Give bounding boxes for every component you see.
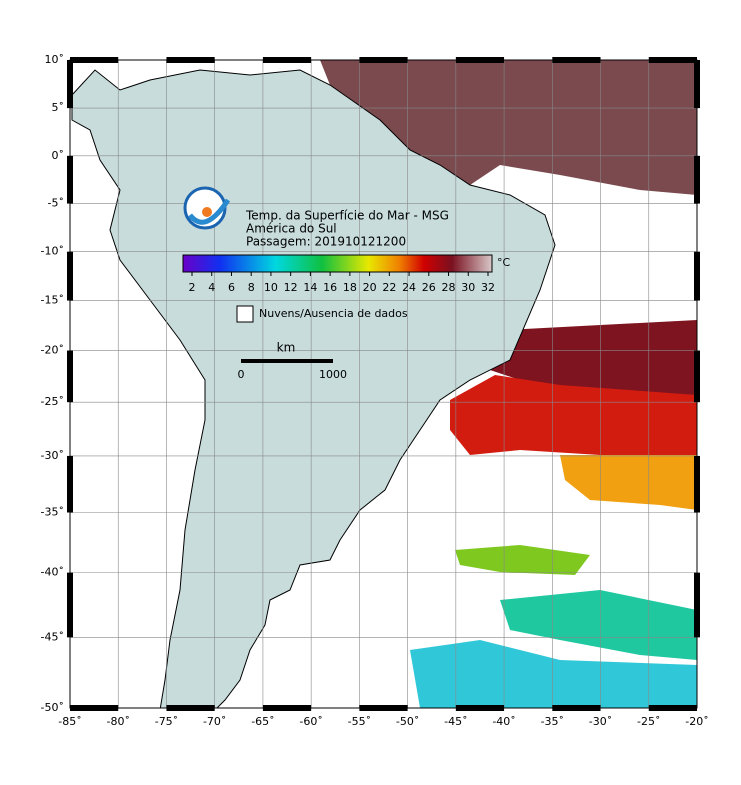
frame-bar [166,57,215,63]
lat-tick-label: -40˚ [41,566,64,579]
colorbar-tick-label: 32 [481,281,495,294]
frame-bar [67,251,73,301]
sst-cool [455,545,590,575]
sst-subtropical [490,320,697,400]
lat-tick-label: 10˚ [45,53,65,66]
lat-tick-label: -10˚ [41,245,64,258]
frame-bar [694,155,700,204]
frame-bar [648,57,697,63]
colorbar-tick-label: 8 [248,281,255,294]
sst-warm [450,375,697,460]
frame-bar [359,705,408,711]
lon-tick-label: -70˚ [203,715,226,728]
frame-bar [67,455,73,513]
sst-mild [560,455,697,510]
lon-tick-label: -75˚ [155,715,178,728]
frame-bar [648,705,697,711]
colorbar-tick-label: 26 [422,281,436,294]
colorbar-tick-label: 2 [189,281,196,294]
lat-tick-label: -30˚ [41,449,64,462]
lat-tick-label: -35˚ [41,505,64,518]
frame-bar [67,572,73,638]
lat-tick-label: -50˚ [41,701,64,714]
frame-bar [455,57,505,63]
sst-tropical [320,60,697,195]
legend-label: Nuvens/Ausencia de dados [259,307,408,320]
frame-bar [67,155,73,204]
map-area [70,60,697,708]
frame-bar [694,251,700,301]
colorbar-tick-label: 16 [323,281,337,294]
colorbar-tick-label: 10 [264,281,278,294]
lat-tick-label: -25˚ [41,395,64,408]
lon-tick-label: -85˚ [58,715,81,728]
lon-tick-label: -40˚ [492,715,515,728]
frame-bar [67,60,73,109]
lon-tick-label: -50˚ [396,715,419,728]
lon-tick-label: -60˚ [299,715,322,728]
frame-bar [262,705,312,711]
frame-bar [166,705,215,711]
frame-bar [694,350,700,403]
lon-tick-label: -30˚ [589,715,612,728]
scale-unit: km [277,341,296,355]
sst-colder [410,640,697,708]
colorbar-tick-label: 30 [461,281,475,294]
lat-tick-label: 0˚ [52,149,65,162]
colorbar-tick-label: 24 [402,281,416,294]
colorbar-tick-label: 4 [208,281,215,294]
frame-bar [70,57,119,63]
colorbar-tick-label: 18 [343,281,357,294]
lon-tick-label: -25˚ [637,715,660,728]
lat-tick-label: -5˚ [48,197,64,210]
scale-bar [241,359,333,363]
frame-bar [694,455,700,513]
colorbar [182,254,493,273]
sst-cold [500,590,697,660]
colorbar-tick-label: 14 [303,281,317,294]
frame-bar [552,57,601,63]
lat-tick-label: 5˚ [52,101,65,114]
frame-bar [455,705,505,711]
lat-tick-label: -20˚ [41,344,64,357]
frame-bar [552,705,601,711]
frame-bar [694,572,700,638]
colorbar-tick-label: 6 [228,281,235,294]
frame-bar [262,57,312,63]
lat-tick-label: -45˚ [41,630,64,643]
lon-tick-label: -45˚ [444,715,467,728]
subtitle-line: América do Sul [246,222,337,236]
lat-tick-label: -15˚ [41,294,64,307]
scale-label: 1000 [319,368,347,381]
legend-swatch [236,305,254,323]
colorbar-ticks: 2 4 6 8 10 12 14 16 18 20 22 24 26 28 30 32 [189,272,495,294]
pass-line: Passagem: 201910121200 [246,235,406,249]
frame-bar [70,705,119,711]
colorbar-tick-label: 20 [363,281,377,294]
frame-bar [359,57,408,63]
scale-label: 0 [238,368,245,381]
lon-tick-label: -65˚ [251,715,274,728]
colorbar-tick-label: 22 [382,281,396,294]
lon-tick-label: -55˚ [348,715,371,728]
frame-bar [694,60,700,109]
lon-tick-label: -20˚ [685,715,708,728]
colorbar-unit: °C [497,256,511,269]
land [71,69,556,708]
logo [183,186,231,230]
frame-bar [67,350,73,403]
lon-tick-label: -35˚ [541,715,564,728]
lon-tick-label: -80˚ [106,715,129,728]
graticule [70,60,697,708]
colorbar-tick-label: 12 [284,281,298,294]
colorbar-tick-label: 28 [442,281,456,294]
title-line: Temp. da Superfície do Mar - MSG [245,209,449,223]
